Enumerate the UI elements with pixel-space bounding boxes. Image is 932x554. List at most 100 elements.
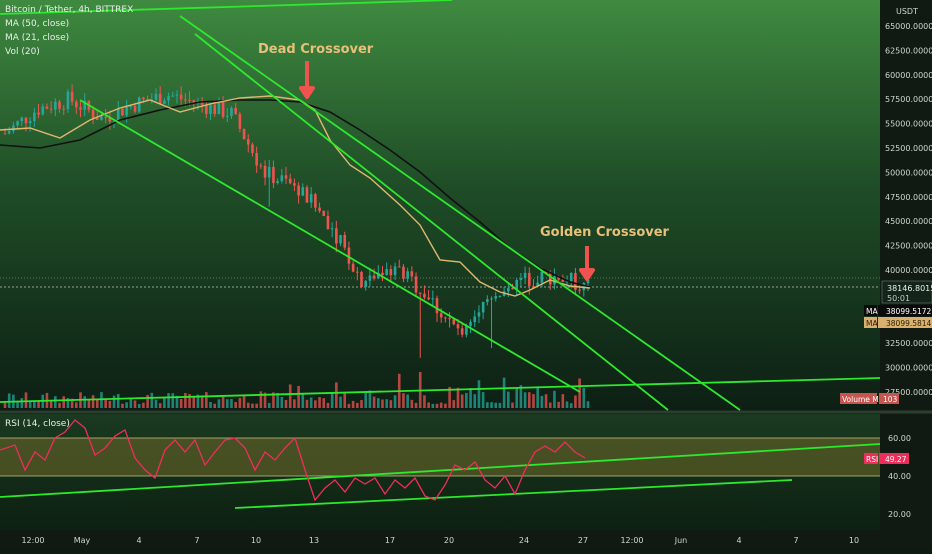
volume-bar: [410, 399, 414, 408]
volume-bar: [125, 402, 128, 408]
volume-bar: [213, 403, 217, 408]
volume-bar: [385, 399, 388, 408]
trendline-channel-mid[interactable]: [194, 33, 669, 411]
candle-body: [511, 288, 514, 290]
volume-bar: [544, 394, 548, 408]
volume-bar: [519, 385, 523, 408]
candle-body: [171, 95, 175, 97]
volume-bar: [280, 396, 284, 408]
volume-bar: [104, 398, 107, 408]
candle-body: [301, 187, 305, 196]
trendline-top[interactable]: [0, 0, 453, 15]
trendline-rsi-upper[interactable]: [0, 443, 881, 498]
price-tick-label: 30000.00000: [885, 364, 932, 373]
price-tick-label: 40000.00000: [885, 266, 932, 275]
candle-body: [251, 144, 254, 154]
volume-bar: [486, 402, 489, 408]
candle-body: [163, 100, 166, 104]
ma21-legend[interactable]: MA (21, close): [5, 33, 69, 43]
candle-body: [79, 107, 82, 110]
trendline-rsi-lower[interactable]: [234, 479, 793, 509]
price-tick-label: 52500.00000: [885, 144, 932, 153]
volume-bar: [263, 392, 267, 408]
volume-bar: [309, 397, 313, 408]
rsi-legend[interactable]: RSI (14, close): [5, 419, 70, 429]
volume-bar: [251, 403, 254, 408]
volume-bar: [49, 401, 53, 408]
rsi-line[interactable]: [0, 419, 586, 502]
time-tick-label: 4: [136, 536, 141, 545]
trendlines[interactable]: [0, 0, 881, 509]
volume-bar: [402, 393, 405, 408]
volume-bar: [87, 399, 91, 408]
volume-legend[interactable]: Vol (20): [5, 47, 40, 57]
candle-body: [578, 289, 581, 291]
volume-bar: [527, 392, 531, 408]
volume-bar: [234, 402, 237, 408]
candle-body: [418, 292, 422, 294]
trendline-volume[interactable]: [0, 377, 881, 403]
candle-body: [16, 121, 19, 126]
candle-body: [544, 271, 548, 273]
bar-countdown: 50:01: [887, 294, 910, 303]
volume-bar: [163, 396, 166, 408]
volume-bar: [314, 400, 317, 408]
time-tick-label: 12:00: [21, 536, 44, 545]
volume-bar: [301, 393, 305, 408]
candle-body: [259, 165, 263, 167]
volume-bar: [532, 394, 535, 408]
volume-bar: [456, 387, 460, 408]
volume-bar: [490, 402, 493, 408]
rsi-axis[interactable]: 60.00 40.00 20.00: [888, 434, 911, 519]
candle-body: [167, 95, 170, 101]
volume-bar: [142, 402, 145, 408]
volume-bar: [297, 385, 300, 408]
time-tick-label: 17: [385, 536, 395, 545]
candle-body: [351, 263, 355, 272]
volume-bar: [288, 384, 292, 408]
volume-bar: [255, 403, 258, 408]
candle-body: [146, 99, 149, 101]
trendline-channel-upper[interactable]: [179, 15, 741, 411]
volume-bar: [225, 399, 229, 408]
volume-bar: [548, 402, 552, 408]
volume-bar: [335, 382, 338, 408]
volume-bar: [536, 386, 539, 408]
chart-legend[interactable]: Bitcoin / Tether, 4h, BITTREX MA (50, cl…: [5, 5, 133, 57]
price-tick-label: 47500.00000: [885, 193, 932, 202]
price-axis[interactable]: 65000.00000 62500.00000 60000.00000 57500.0…: [885, 22, 932, 397]
volume-bar: [20, 398, 24, 408]
candle-body: [62, 108, 66, 110]
candle-body: [45, 106, 49, 109]
candle-body: [397, 266, 401, 268]
candle-body: [536, 282, 539, 286]
volume-bar: [54, 396, 57, 408]
volume-bar: [33, 400, 36, 408]
volume-bar: [511, 402, 514, 408]
trendline-channel-lower[interactable]: [79, 99, 581, 393]
candle-body: [565, 281, 569, 283]
candle-body: [154, 93, 158, 100]
volume-bar: [586, 401, 590, 408]
volume-bar: [435, 403, 439, 408]
time-axis[interactable]: 12:00 May 4 7 10 13 17 20 24 27 12:00 Jun 4 7 10: [21, 536, 859, 545]
ma21-line[interactable]: [0, 95, 591, 297]
volume-bar: [221, 395, 225, 408]
candle-body: [393, 266, 397, 276]
time-axis-background[interactable]: [0, 530, 932, 550]
symbol-title[interactable]: Bitcoin / Tether, 4h, BITTREX: [5, 5, 133, 15]
candle-body: [431, 298, 435, 300]
candle-body: [314, 194, 317, 208]
volume-bar: [339, 396, 342, 408]
price-tick-label: 27500.00000: [885, 388, 932, 397]
candle-body: [406, 271, 409, 279]
price-axis-background[interactable]: [880, 0, 932, 530]
price-tick-label: 60000.00000: [885, 71, 932, 80]
candle-body: [527, 272, 531, 286]
ma50-legend[interactable]: MA (50, close): [5, 19, 69, 29]
candle-body: [158, 93, 162, 104]
candle-body: [515, 279, 518, 290]
volume-bar: [565, 401, 569, 408]
candle-body: [200, 100, 204, 105]
